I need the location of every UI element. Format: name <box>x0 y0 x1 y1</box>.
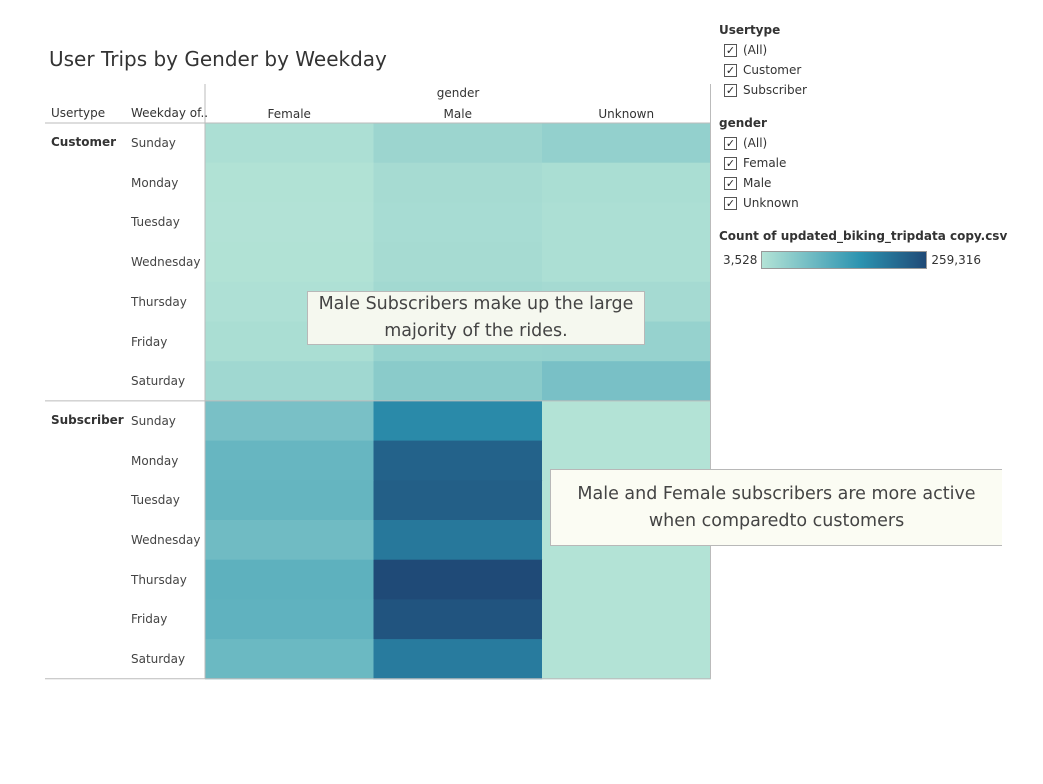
weekday-label-subscriber-saturday[interactable]: Saturday <box>131 652 186 667</box>
weekday-label-customer-monday[interactable]: Monday <box>131 175 179 190</box>
row-group-label-customer[interactable]: Customer <box>51 135 117 149</box>
usertype-header[interactable]: Usertype <box>51 106 106 120</box>
heatmap-cell-subscriber-friday-male[interactable] <box>373 599 543 640</box>
heatmap-cell-customer-sunday-female[interactable] <box>205 123 374 164</box>
weekday-header[interactable]: Weekday of.. <box>131 106 209 120</box>
weekday-label-subscriber-friday[interactable]: Friday <box>131 612 168 627</box>
heatmap-cell-subscriber-sunday-male[interactable] <box>373 400 543 442</box>
column-header-female: Female <box>268 107 311 121</box>
heatmap-cell-customer-monday-male[interactable] <box>373 162 543 203</box>
heatmap-cell-subscriber-tuesday-female[interactable] <box>205 480 374 521</box>
heatmap-cell-customer-tuesday-unknown[interactable] <box>542 202 711 243</box>
color-legend-gradient <box>761 251 928 269</box>
chart-title: User Trips by Gender by Weekday <box>49 47 387 71</box>
heatmap-cell-customer-wednesday-unknown[interactable] <box>542 242 711 283</box>
checkbox-icon[interactable]: ✓ <box>724 136 737 150</box>
heatmap-cell-customer-monday-unknown[interactable] <box>542 162 711 203</box>
weekday-label-customer-friday[interactable]: Friday <box>131 334 168 349</box>
heatmap-cell-customer-tuesday-male[interactable] <box>373 202 543 243</box>
checkbox-icon[interactable]: ✓ <box>724 156 737 170</box>
heatmap-cell-customer-monday-female[interactable] <box>205 162 374 203</box>
checkbox-icon[interactable]: ✓ <box>724 196 737 210</box>
heatmap-cell-customer-tuesday-female[interactable] <box>205 202 374 243</box>
heatmap-cell-subscriber-saturday-female[interactable] <box>205 639 374 680</box>
heatmap-cell-subscriber-thursday-female[interactable] <box>205 559 374 600</box>
heatmap-cell-customer-saturday-male[interactable] <box>373 361 543 402</box>
column-header-male: Male <box>444 107 472 121</box>
heatmap-cell-customer-saturday-female[interactable] <box>205 361 374 402</box>
gender-filter-item-male[interactable]: ✓ Male <box>719 173 799 193</box>
gender-column-header: gender <box>436 86 480 100</box>
gender-filter: gender ✓ (All) ✓ Female ✓ Male ✓ Unknown <box>719 116 799 213</box>
heatmap-cell-customer-sunday-unknown[interactable] <box>542 123 711 164</box>
heatmap-cell-customer-wednesday-female[interactable] <box>205 242 374 283</box>
color-legend-min: 3,528 <box>723 253 758 267</box>
usertype-filter: Usertype ✓ (All) ✓ Customer ✓ Subscriber <box>719 23 807 100</box>
gender-filter-item-unknown[interactable]: ✓ Unknown <box>719 193 799 213</box>
color-legend-max: 259,316 <box>931 253 981 267</box>
usertype-filter-label-customer: Customer <box>743 63 802 77</box>
heatmap-cell-subscriber-monday-male[interactable] <box>373 440 543 481</box>
weekday-label-subscriber-sunday[interactable]: Sunday <box>131 413 176 428</box>
gender-filter-label-female: Female <box>743 156 787 170</box>
gender-filter-title: gender <box>719 116 767 130</box>
weekday-label-customer-tuesday[interactable]: Tuesday <box>131 215 180 230</box>
usertype-filter-title: Usertype <box>719 23 781 37</box>
heatmap-cell-subscriber-monday-female[interactable] <box>205 440 374 481</box>
checkbox-icon[interactable]: ✓ <box>724 63 737 77</box>
gender-filter-label-unknown: Unknown <box>743 196 799 210</box>
row-group-label-subscriber[interactable]: Subscriber <box>51 412 124 427</box>
weekday-label-subscriber-monday[interactable]: Monday <box>131 453 179 468</box>
checkbox-icon[interactable]: ✓ <box>724 83 737 97</box>
weekday-label-subscriber-thursday[interactable]: Thursday <box>131 572 187 587</box>
checkbox-icon[interactable]: ✓ <box>724 176 737 190</box>
heatmap-cell-subscriber-sunday-female[interactable] <box>205 400 374 442</box>
weekday-label-customer-thursday[interactable]: Thursday <box>131 294 187 309</box>
color-legend-title: Count of updated_biking_tripdata copy.cs… <box>719 229 1008 243</box>
weekday-label-subscriber-wednesday[interactable]: Wednesday <box>131 533 201 547</box>
heatmap-cell-subscriber-wednesday-male[interactable] <box>373 520 543 561</box>
heatmap-cell-subscriber-friday-unknown[interactable] <box>542 599 711 640</box>
heatmap-cell-subscriber-saturday-male[interactable] <box>373 639 543 680</box>
usertype-filter-label-subscriber: Subscriber <box>743 83 807 97</box>
heatmap-cell-subscriber-thursday-unknown[interactable] <box>542 559 711 600</box>
heatmap-cell-customer-sunday-male[interactable] <box>373 123 543 164</box>
column-header-unknown: Unknown <box>598 107 654 121</box>
weekday-label-customer-wednesday[interactable]: Wednesday <box>131 255 201 270</box>
usertype-filter-item-all[interactable]: ✓ (All) <box>719 40 807 60</box>
heatmap-cell-subscriber-saturday-unknown[interactable] <box>542 639 711 680</box>
gender-filter-label-male: Male <box>743 176 772 190</box>
weekday-label-customer-sunday[interactable]: Sunday <box>131 136 176 150</box>
annotation-male-subscribers[interactable]: Male Subscribers make up the large major… <box>307 291 645 345</box>
heatmap-cell-subscriber-tuesday-male[interactable] <box>373 480 543 521</box>
checkbox-icon[interactable]: ✓ <box>724 43 737 57</box>
heatmap-cell-subscriber-wednesday-female[interactable] <box>205 520 374 561</box>
gender-filter-item-female[interactable]: ✓ Female <box>719 153 799 173</box>
gender-filter-label-all: (All) <box>743 136 768 150</box>
usertype-filter-item-subscriber[interactable]: ✓ Subscriber <box>719 80 807 100</box>
annotation-male-subscribers-text: Male Subscribers make up the large major… <box>318 294 634 341</box>
gender-filter-item-all[interactable]: ✓ (All) <box>719 133 799 153</box>
heatmap-cell-subscriber-friday-female[interactable] <box>205 599 374 640</box>
heatmap-cell-customer-saturday-unknown[interactable] <box>542 361 711 402</box>
usertype-filter-item-customer[interactable]: ✓ Customer <box>719 60 807 80</box>
usertype-filter-label-all: (All) <box>743 43 768 57</box>
weekday-label-subscriber-tuesday[interactable]: Tuesday <box>131 493 180 508</box>
heatmap-cell-subscriber-sunday-unknown[interactable] <box>542 400 711 442</box>
annotation-subscribers-vs-customers[interactable]: Male and Female subscribers are more act… <box>550 469 1002 546</box>
weekday-label-customer-saturday[interactable]: Saturday <box>131 374 186 389</box>
heatmap-cell-customer-wednesday-male[interactable] <box>373 242 543 283</box>
color-legend: Count of updated_biking_tripdata copy.cs… <box>719 229 1007 269</box>
annotation-subscribers-vs-customers-text: Male and Female subscribers are more act… <box>577 483 976 531</box>
heatmap-cell-subscriber-thursday-male[interactable] <box>373 559 543 600</box>
